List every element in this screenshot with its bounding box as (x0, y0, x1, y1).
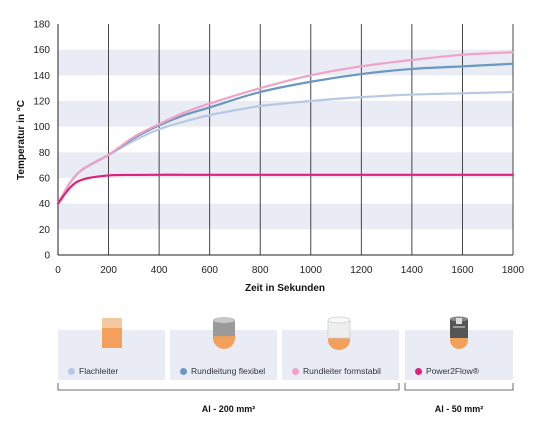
power2flow-conductor-icon (450, 316, 468, 349)
group-label-al-200: Al - 200 mm² (201, 404, 256, 414)
legend-label: Power2Flow® (426, 366, 480, 376)
x-tick-label: 600 (201, 265, 218, 276)
legend-dot (415, 367, 422, 375)
x-tick-label: 1000 (300, 265, 323, 276)
bracket-al-200 (57, 383, 400, 391)
temperature-chart: 0 20 40 60 80 100 120 140 160 180 0 200 400 600 800 10… (16, 20, 525, 295)
y-tick-label: 0 (44, 251, 50, 262)
x-tick-labels: 0 200 400 600 800 1000 1200 1400 1600 1800 (55, 265, 524, 276)
x-tick-label: 0 (55, 265, 61, 276)
group-label-al-50: Al - 50 mm² (434, 404, 484, 414)
x-tick-label: 1600 (451, 265, 474, 276)
x-tick-label: 800 (252, 265, 269, 276)
y-tick-label: 120 (33, 97, 50, 108)
x-tick-label: 1200 (350, 265, 373, 276)
round-flexible-conductor-icon (213, 317, 235, 349)
grid-bands (58, 49, 513, 230)
legend-dot (180, 367, 187, 375)
y-tick-label: 40 (39, 199, 51, 210)
legend-item-flachleiter: Flachleiter (68, 366, 118, 376)
flat-conductor-icon (102, 318, 122, 348)
legend-card-flachleiter: Flachleiter (58, 318, 165, 380)
y-axis-title: Temperatur in °C (16, 100, 27, 180)
legend-label: Rundleiter formstabil (303, 366, 381, 376)
legend-item-rundleitung-flexibel: Rundleitung flexibel (180, 366, 265, 376)
y-tick-label: 180 (33, 20, 50, 31)
series-line-power2flow (56, 173, 515, 205)
vertical-grid (108, 24, 514, 255)
legend-label: Rundleitung flexibel (191, 366, 266, 376)
bracket-al-50 (404, 383, 514, 391)
grid-band (58, 49, 513, 76)
series-lines (56, 51, 515, 205)
legend-label: Flachleiter (79, 366, 119, 376)
legend-card-power2flow: Power2Flow® (405, 316, 513, 380)
y-tick-label: 80 (39, 148, 51, 159)
y-tick-label: 20 (39, 225, 51, 236)
group-brackets (57, 383, 514, 391)
x-tick-label: 1400 (401, 265, 424, 276)
legend-dot (292, 367, 299, 375)
y-tick-label: 60 (39, 174, 51, 185)
axes (57, 24, 513, 256)
series-line-rundleiter-formstabil (56, 51, 515, 205)
y-tick-label: 100 (33, 122, 50, 133)
grid-band (58, 101, 513, 127)
series-line-rundleitung-flexibel (56, 62, 515, 205)
x-axis-title: Zeit in Sekunden (245, 283, 325, 294)
x-tick-label: 400 (151, 265, 168, 276)
legend-dot (68, 367, 75, 375)
y-tick-labels: 0 20 40 60 80 100 120 140 160 180 (33, 20, 50, 262)
y-tick-label: 140 (33, 71, 50, 82)
legend-card-rundleitung-flexibel: Rundleitung flexibel (170, 317, 277, 380)
legend-item-power2flow: Power2Flow® (415, 366, 479, 376)
legend-item-rundleiter-formstabil: Rundleiter formstabil (292, 366, 381, 376)
x-tick-label: 200 (100, 265, 117, 276)
legend-card-rundleiter-formstabil: Rundleiter formstabil (282, 316, 399, 380)
x-tick-label: 1800 (502, 265, 525, 276)
grid-band (58, 203, 513, 230)
round-rigid-conductor-icon (327, 316, 351, 350)
y-tick-label: 160 (33, 45, 50, 56)
